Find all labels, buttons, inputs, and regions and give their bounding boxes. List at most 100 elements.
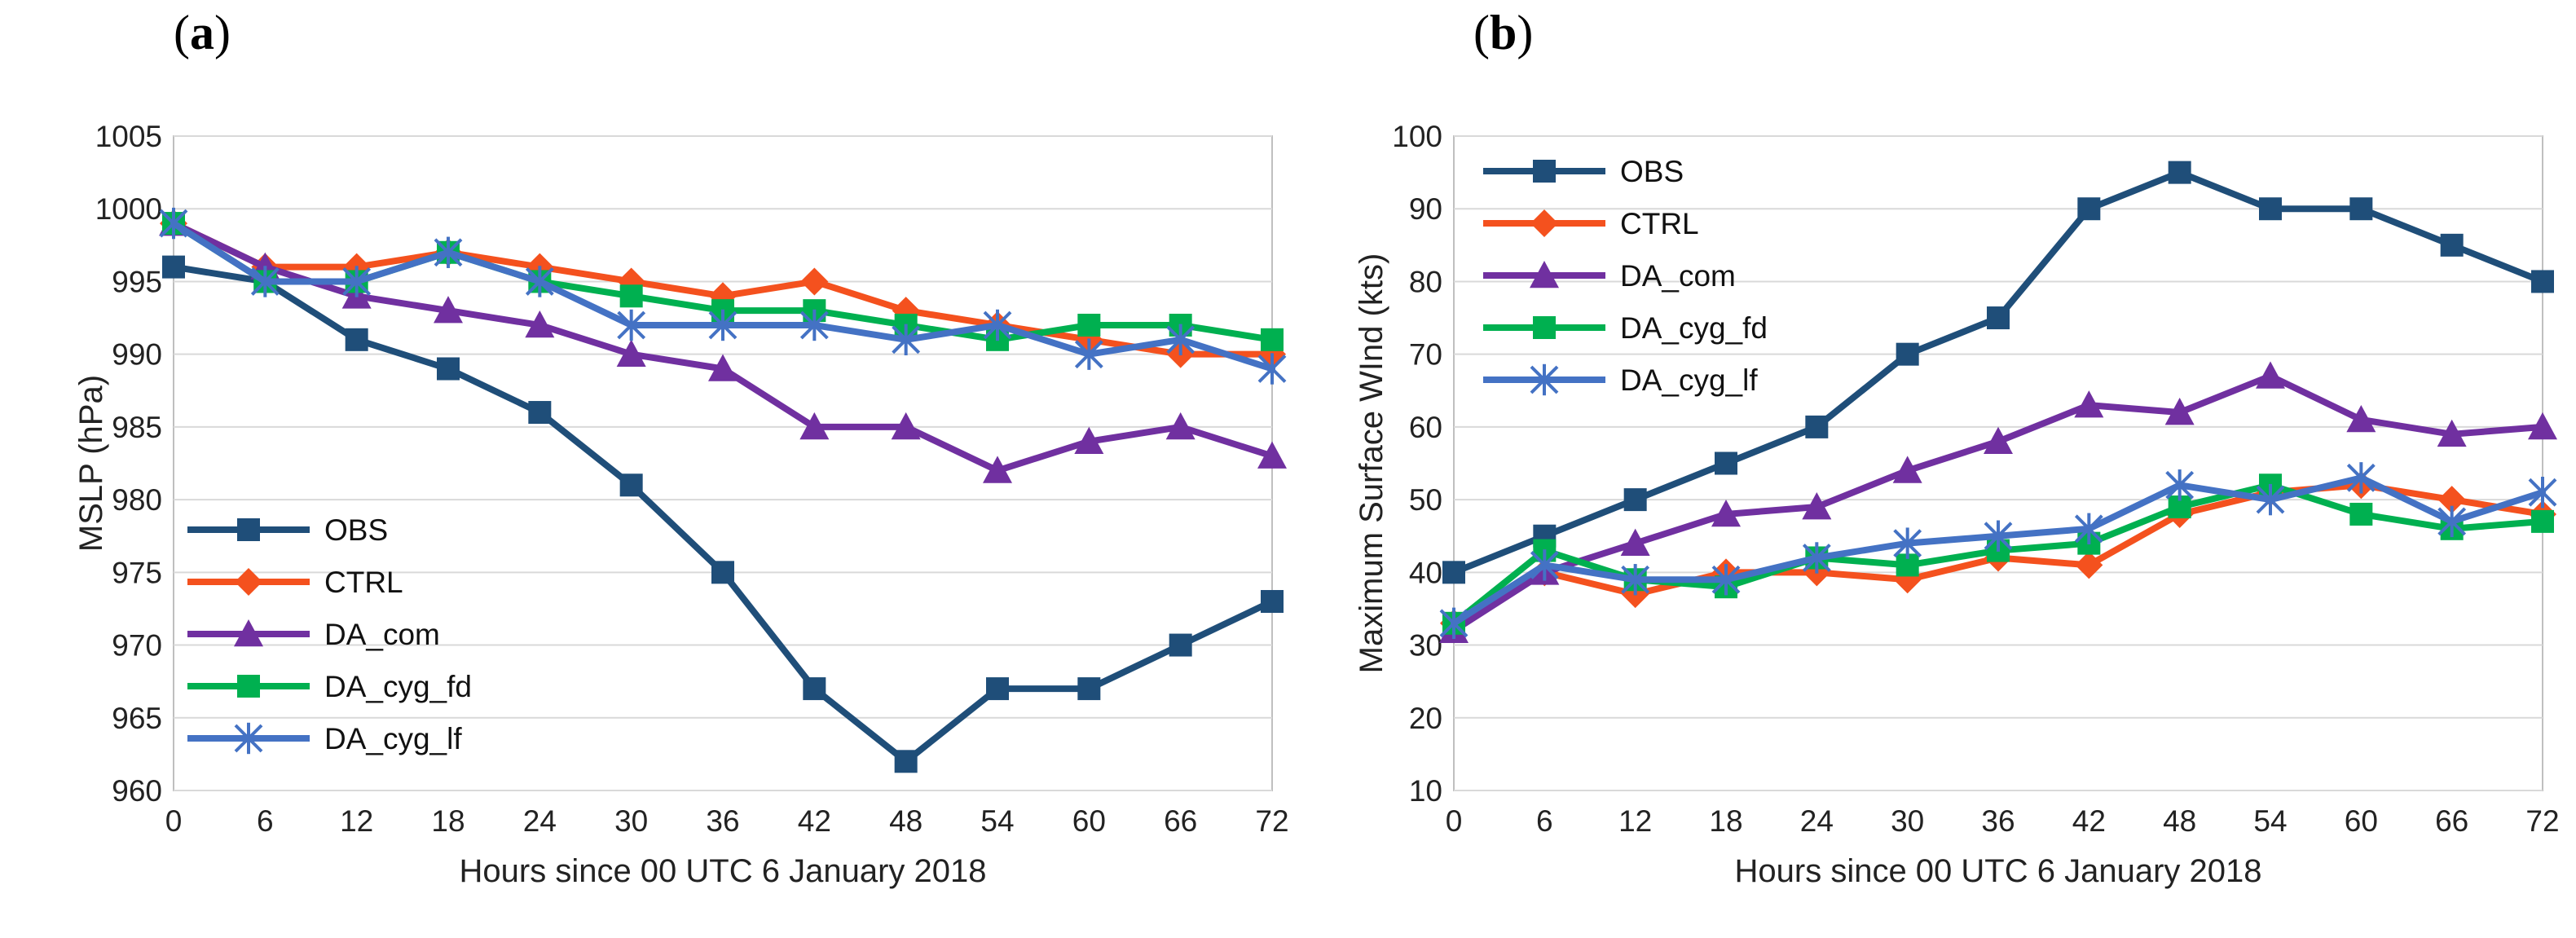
chart-a-x-tick-label: 12 [340,804,373,838]
chart-b-series-obs-point [1805,415,1829,438]
chart-a-legend-da-com-marker [234,619,263,647]
chart-b-y-tick-label: 50 [1409,483,1442,517]
chart-a-y-tick-label: 960 [112,774,162,808]
chart-b: 10 20 30 40 50 60 70 80 90 100 0 6 12 18 24 30 36 42 48 54 6… [1354,120,2560,889]
chart-a-y-axis-title: MSLP (hPa) [73,375,109,552]
chart-b-y-axis-title: Maximum Surface WInd (kts) [1354,253,1389,674]
chart-b-series-da-com-point [1984,426,2013,455]
chart-a-y-tick-label: 965 [112,702,162,735]
chart-a-series-da-cyg-lf-point [1257,353,1287,385]
chart-a-series-obs-point [1077,677,1101,701]
chart-a-legend-obs-label: OBS [324,513,388,547]
chart-a-series-da-com-point [708,354,738,381]
chart-a-legend-da-com-label: DA_com [324,618,440,651]
chart-a: 960 965 970 975 980 985 990 995 1000 1005 0 6 12 18 24… [73,120,1289,889]
chart-b-series-obs-point [1623,488,1647,512]
chart-b-y-tick-label: 100 [1392,120,1442,153]
chart-a-series-da-com-point [1257,441,1287,469]
chart-b-series-da-cyg-lf-point [1621,564,1650,596]
chart-b-x-tick-label: 30 [1891,804,1924,838]
chart-a-legend-ctrl-label: CTRL [324,566,403,599]
chart-a-series-obs-point [986,677,1009,701]
chart-a-series-da-com-line [170,220,1275,474]
chart-a-series-obs-point [619,473,643,497]
chart-a-y-tick-label: 985 [112,411,162,444]
chart-a-series-obs-point [528,401,552,425]
chart-a-series-da-com-point [1074,426,1104,455]
chart-b-series-obs-point [2168,161,2191,184]
chart-a-series-da-cyg-lf-point [159,207,188,240]
chart-b-series-da-cyg-lf-point [2437,505,2467,538]
chart-a-series-obs-point [894,750,918,773]
chart-a-x-axis-title: Hours since 00 UTC 6 January 2018 [460,853,987,889]
chart-b-series-da-cyg-lf-point [1893,527,1922,559]
chart-b-series-da-com-point [2164,398,2195,425]
chart-b-x-tick-label: 60 [2345,804,2378,838]
chart-b-x-tick-label: 48 [2163,804,2196,838]
chart-a-legend-obs-marker [237,518,260,541]
chart-a-series-da-cyg-lf-point [434,236,463,268]
chart-a-series-obs-point [1169,633,1192,657]
chart-b-series-obs-point [2531,270,2554,293]
chart-b-x-tick-label: 66 [2435,804,2468,838]
chart-b-series-obs-point [1715,451,1737,475]
chart-a-y-tick-label: 995 [112,265,162,298]
chart-a-series-obs-point [345,328,368,351]
chart-b-series-da-com-point [1711,499,1741,527]
panel-b-label: (b) [1473,6,1534,59]
chart-a-series-da-cyg-lf-point [525,266,554,297]
chart-b-legend-obs-label: OBS [1620,155,1684,188]
chart-b-series-da-com-point [2528,412,2557,440]
chart-a-legend-da-cyg-fd-label: DA_cyg_fd [324,670,472,703]
chart-a-series-da-cyg-lf-point [1074,338,1103,370]
chart-b-y-tick-label: 10 [1409,774,1442,808]
chart-a-series-da-com-point [434,296,463,324]
chart-a-series-da-com-point [525,310,555,338]
chart-b-series-obs [1442,161,2554,584]
chart-b-series-obs-point [2440,233,2464,257]
chart-b-x-tick-label: 54 [2253,804,2287,838]
chart-b-y-tick-label: 70 [1409,338,1442,372]
chart-b-x-tick-label: 24 [1800,804,1834,838]
chart-a-series-da-com-point [983,456,1012,483]
chart-a-legend-ctrl-marker [235,568,262,596]
chart-a-x-tick-label: 0 [165,804,183,838]
chart-b-legend: OBS CTRL DA_com DA_cyg_fd DA_cyg_lf [1483,155,1768,397]
chart-a-x-tick-label: 66 [1164,804,1197,838]
chart-b-series-da-com [1439,361,2557,644]
chart-b-series-da-cyg-lf [1439,462,2557,639]
chart-b-x-axis-title: Hours since 00 UTC 6 January 2018 [1735,853,2262,889]
chart-b-series-ctrl-point [2075,551,2103,579]
chart-b-series-obs-point [2259,197,2282,221]
chart-a-series-da-com-point [616,339,646,367]
chart-b-series-obs-point [1896,342,1919,366]
chart-b-series-da-com-point [1620,528,1650,556]
chart-a-series-da-cyg-fd-point [1261,328,1284,351]
chart-b-legend-obs-marker [1533,160,1556,183]
chart-a-series-obs-point [437,357,460,381]
chart-a-y-tick-label: 1000 [95,192,162,226]
chart-b-series-obs-point [2349,197,2373,221]
chart-b-x-tick-label: 72 [2525,804,2559,838]
chart-a-series-obs-point [711,561,734,584]
chart-b-x-tick-label: 0 [1446,804,1463,838]
chart-a-x-tick-label: 42 [798,804,831,838]
chart-a-x-tick-label: 6 [257,804,274,838]
chart-b-series-da-cyg-lf-point [1711,564,1741,596]
chart-b-y-tick-label: 40 [1409,556,1442,589]
chart-b-legend-da-cyg-lf-marker [1530,363,1559,396]
chart-b-series-obs-point [1442,561,1465,584]
chart-b-series-obs-point [1987,306,2010,330]
chart-a-y-tick-label: 1005 [95,120,162,153]
chart-a-series-obs-point [162,255,185,279]
chart-b-x-tick-label: 6 [1536,804,1553,838]
chart-b-series-da-cyg-fd-point [2349,502,2373,526]
chart-a-legend-da-cyg-lf-label: DA_cyg_lf [324,722,462,755]
chart-a-x-tick-label: 48 [889,804,923,838]
chart-b-series-da-cyg-lf-point [1439,607,1469,639]
chart-a-series-da-com-point [799,412,830,440]
chart-a-x-tick-label: 54 [980,804,1014,838]
chart-b-series-da-cyg-lf-point [2165,469,2195,501]
chart-a-series-da-com-point [1165,412,1196,440]
chart-a-series-obs-point [803,677,826,701]
